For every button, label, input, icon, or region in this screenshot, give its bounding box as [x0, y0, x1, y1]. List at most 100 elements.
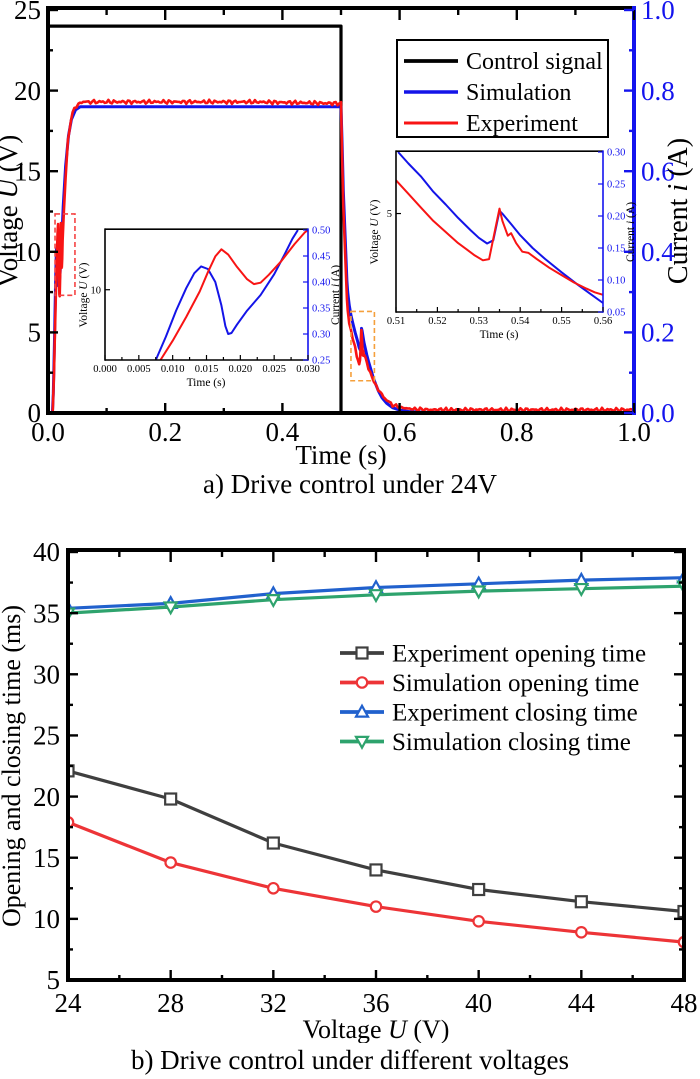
right-tick-label: 0.2 [641, 318, 675, 348]
circle-marker [267, 881, 280, 895]
series-experiment [159, 229, 309, 361]
triangle-down-marker [573, 582, 590, 598]
circle-marker [355, 676, 369, 689]
y-tick-label: 10 [14, 237, 41, 267]
y-tick-label: 10 [91, 285, 102, 296]
plot-background [396, 152, 603, 312]
y-tick-label: 20 [14, 76, 41, 106]
x-tick-label: 0.015 [195, 364, 219, 375]
x-tick-label: 0.54 [511, 316, 530, 327]
y-tick-label: 40 [33, 537, 60, 567]
x-tick-label: 0.4 [266, 417, 300, 447]
inset-opening-detail: 0.000 0.005 0.010 0.015 0.020 0.025 0.030 10 0.2… [78, 226, 342, 389]
circle-marker [164, 856, 177, 869]
right-tick-label: 0.0 [641, 398, 675, 428]
x-tick-label: 0.56 [594, 316, 612, 327]
legend-box [396, 39, 609, 138]
y-axis-label: Voltage U (V) [369, 199, 381, 264]
legend-label: Simulation opening time [392, 670, 639, 697]
x-tick-label: 0.020 [229, 364, 253, 375]
square-marker [369, 863, 383, 877]
square-marker [355, 646, 369, 660]
x-tick-label: 0.010 [161, 364, 185, 375]
x-tick-label: 1.0 [617, 417, 651, 447]
square-marker [266, 836, 280, 850]
legend-label: Simulation closing time [392, 729, 631, 756]
series-group [395, 151, 604, 304]
y-tick-label: 25 [33, 721, 60, 751]
x-tick-label: 0.025 [262, 364, 286, 375]
right-tick-label: 0.20 [607, 212, 625, 223]
triangle-down-marker [470, 585, 487, 600]
right-axis-label: Current i (A) [663, 138, 694, 284]
x-axis-label: Time (s) [187, 377, 226, 389]
opening-closing-times: 24 28 32 36 40 44 48 5 10 15 20 25 30 35 40 Voltage U (… [0, 537, 698, 1043]
right-tick-label: 0.30 [607, 148, 625, 159]
series-group [154, 229, 309, 361]
x-tick-label: 36 [363, 988, 390, 1018]
circle-marker [369, 900, 383, 913]
right-axis-label: Current i (A) [625, 202, 637, 262]
triangle-down-marker [162, 601, 179, 616]
x-tick-label: 0.2 [148, 417, 182, 447]
y-tick-label: 0 [28, 398, 42, 428]
y-tick-label: 30 [33, 659, 60, 689]
right-tick-label: 0.4 [641, 237, 675, 267]
x-tick-label: 32 [260, 988, 287, 1018]
x-tick-label: 0.0 [31, 417, 65, 447]
square-marker [164, 792, 178, 806]
x-tick-label: 40 [465, 988, 492, 1018]
y-tick-label: 5 [47, 965, 61, 995]
right-tick-label: 0.40 [312, 278, 330, 289]
plot-background [105, 230, 308, 360]
y-tick-label: 15 [33, 843, 60, 873]
x-tick-label: 0.005 [127, 364, 151, 375]
x-tick-label: 0.6 [383, 417, 417, 447]
x-tick-label: 0.51 [387, 316, 405, 327]
x-tick-label: 0.53 [470, 316, 488, 327]
right-tick-label: 0.10 [607, 276, 625, 287]
square-marker [574, 895, 588, 909]
right-tick-label: 0.25 [312, 356, 330, 367]
legend-label: Experiment closing time [392, 700, 638, 727]
drive-control-24v: 0.0 0.2 0.4 0.6 0.8 1.0 0 5 10 15 20 25 0.0 0.2 0.4 0.6… [0, 0, 694, 470]
x-tick-label: 0.55 [552, 316, 570, 327]
y-tick-label: 5 [28, 318, 42, 348]
triangle-down-marker [265, 593, 282, 609]
right-tick-label: 0.05 [607, 308, 625, 319]
x-tick-label: 48 [671, 988, 698, 1018]
legend-label: Experiment [466, 111, 578, 137]
triangle-down-marker [368, 589, 384, 604]
y-tick-label: 35 [33, 598, 60, 628]
series-simulation-opening-time [67, 820, 685, 944]
triangle-down-marker [354, 735, 370, 750]
y-tick-label: 20 [33, 782, 60, 812]
y-axis-label: Opening and closing time (ms) [0, 605, 26, 927]
legend-label: Control signal [466, 49, 603, 75]
opening-closing-time-chart: 24 28 32 36 40 44 48 5 10 15 20 25 30 35 40 Voltage U (… [0, 537, 698, 1043]
y-axis-label: Voltage U (V) [78, 262, 90, 327]
right-tick-label: 0.8 [641, 76, 675, 106]
series-group [66, 569, 686, 949]
x-tick-label: 28 [157, 988, 184, 1018]
x-tick-label: 24 [55, 988, 83, 1018]
x-axis-label: Time (s) [480, 329, 519, 341]
series-experiment [46, 98, 635, 415]
legend-label: Simulation [466, 80, 571, 106]
y-axis-label: Voltage U (V) [0, 135, 23, 287]
series-experiment [395, 179, 604, 296]
legend-label: Experiment opening time [392, 641, 646, 668]
x-tick-label: 44 [568, 988, 596, 1018]
caption-drive-control-24v: a) Drive control under 24V [203, 469, 497, 499]
x-tick-label: 0.8 [500, 417, 534, 447]
right-tick-label: 0.35 [312, 304, 330, 315]
dashed-highlight-box [54, 213, 76, 297]
square-marker [472, 882, 486, 897]
right-tick-label: 0.45 [312, 252, 330, 263]
series-experiment-opening-time [67, 769, 685, 914]
x-axis-label: Voltage U (V) [303, 1015, 450, 1043]
drive-control-24v-chart: 0.0 0.2 0.4 0.6 0.8 1.0 0 5 10 15 20 25 0.0 0.2 0.4 0.6… [0, 0, 694, 470]
right-tick-label: 0.25 [607, 180, 625, 191]
y-tick-label: 25 [14, 0, 41, 25]
